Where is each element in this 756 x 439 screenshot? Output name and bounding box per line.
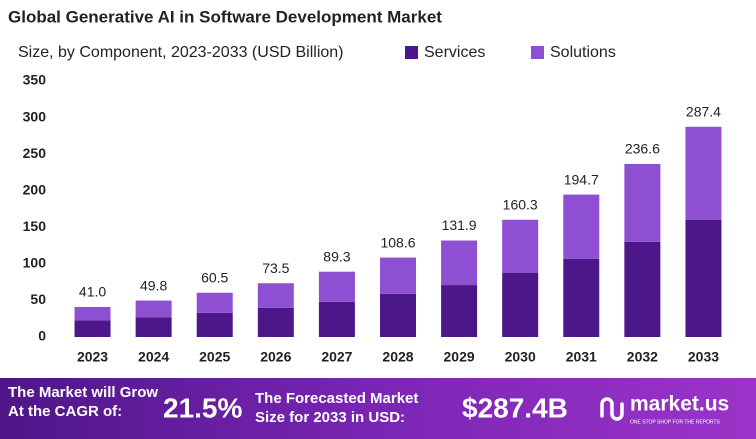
x-tick-label: 2026 xyxy=(260,349,291,365)
bar-segment xyxy=(624,163,661,242)
x-tick-label: 2024 xyxy=(138,349,169,365)
y-tick-label: 150 xyxy=(23,218,47,234)
bar-segment xyxy=(318,271,355,302)
bar-segment xyxy=(685,219,722,337)
bar-segment xyxy=(380,293,416,337)
x-tick-label: 2029 xyxy=(444,349,475,365)
bar-segment xyxy=(502,272,539,337)
legend-label: Solutions xyxy=(550,44,616,61)
total-label: 49.8 xyxy=(140,277,167,293)
bar-segment xyxy=(441,240,478,286)
total-label: 60.5 xyxy=(201,269,228,285)
chart-title: Global Generative AI in Software Develop… xyxy=(8,7,442,26)
bar-segment xyxy=(257,283,294,308)
legend-label: Services xyxy=(424,44,485,61)
bar-segment xyxy=(318,301,355,337)
x-tick-label: 2030 xyxy=(505,349,536,365)
bar-segment xyxy=(196,292,233,313)
footer-text: At the CAGR of: xyxy=(8,403,122,420)
bar-segment xyxy=(135,300,172,318)
total-label: 41.0 xyxy=(79,284,106,300)
bar-segment xyxy=(685,126,722,220)
total-label: 89.3 xyxy=(323,248,350,264)
bar-segment xyxy=(135,317,172,337)
y-tick-label: 300 xyxy=(23,108,47,124)
bar-segment xyxy=(196,312,233,337)
x-tick-label: 2027 xyxy=(321,349,352,365)
footer-text: The Market will Grow xyxy=(8,384,158,401)
brand-tagline: ONE STOP SHOP FOR THE REPORTS xyxy=(630,419,721,425)
bar-segment xyxy=(563,258,600,337)
legend-swatch xyxy=(531,46,544,59)
y-tick-label: 50 xyxy=(30,291,46,307)
brand-name: market.us xyxy=(630,393,729,416)
bar-segment xyxy=(74,307,111,321)
bar-segment xyxy=(441,285,478,337)
x-tick-label: 2031 xyxy=(566,349,597,365)
footer-banner xyxy=(0,378,756,439)
bar-segment xyxy=(74,320,111,337)
x-tick-label: 2023 xyxy=(77,349,108,365)
x-tick-label: 2025 xyxy=(199,349,230,365)
bar-segment xyxy=(502,219,539,273)
footer-text: Size for 2033 in USD: xyxy=(255,409,405,426)
x-tick-label: 2028 xyxy=(382,349,413,365)
y-tick-label: 0 xyxy=(38,328,46,344)
total-label: 131.9 xyxy=(442,217,477,233)
y-tick-label: 350 xyxy=(23,72,47,88)
footer-value: $287.4B xyxy=(462,392,568,423)
footer-cagr: 21.5% xyxy=(163,392,242,423)
total-label: 236.6 xyxy=(625,141,660,157)
legend-swatch xyxy=(405,46,418,59)
total-label: 160.3 xyxy=(503,196,538,212)
y-tick-label: 200 xyxy=(23,181,47,197)
bar-segment xyxy=(624,241,661,337)
y-tick-label: 100 xyxy=(23,255,47,271)
bar-segment xyxy=(563,194,600,259)
bar-segment xyxy=(257,307,294,337)
bar-segment xyxy=(380,257,416,294)
footer-text: The Forecasted Market xyxy=(255,390,418,407)
chart-subtitle: Size, by Component, 2023-2033 (USD Billi… xyxy=(18,44,344,61)
total-label: 73.5 xyxy=(262,260,289,276)
total-label: 194.7 xyxy=(564,171,599,187)
brand-logo xyxy=(600,397,624,421)
x-tick-label: 2033 xyxy=(688,349,719,365)
x-tick-label: 2032 xyxy=(627,349,658,365)
y-tick-label: 250 xyxy=(23,145,47,161)
total-label: 287.4 xyxy=(686,103,721,119)
total-label: 108.6 xyxy=(380,234,415,250)
